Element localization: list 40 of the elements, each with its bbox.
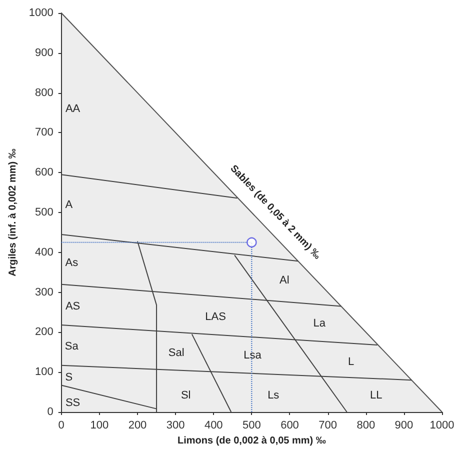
annotation: Sal <box>168 346 184 359</box>
x-tick-label: 800 <box>356 420 376 432</box>
x-tick-label: 600 <box>280 420 299 432</box>
y-tick-label: 200 <box>35 326 54 338</box>
x-axis-title: Limons (de 0,002 à 0,05 mm) ‰ <box>177 435 326 446</box>
y-axis-title: Argiles (inf. à 0,002 mm) ‰ <box>8 148 18 276</box>
x-tick-label: 700 <box>318 420 337 432</box>
annotation: Lsa <box>244 350 262 362</box>
y-tick-label: 900 <box>35 46 54 59</box>
annotation: LAS <box>205 311 226 324</box>
y-tick-label: 800 <box>35 86 54 99</box>
x-tick-label: 500 <box>242 420 261 432</box>
x-tick-label: 200 <box>128 420 147 432</box>
x-tick-label: 400 <box>204 420 223 432</box>
y-tick-label: 400 <box>35 246 54 258</box>
annotation: AS <box>65 300 80 313</box>
x-tick-label: 1000 <box>430 420 454 432</box>
y-tick-label: 100 <box>35 366 54 378</box>
y-tick-label: 300 <box>35 286 54 298</box>
y-tick-label: 1000 <box>28 7 54 19</box>
annotation: SS <box>65 397 80 410</box>
annotation: La <box>313 317 326 330</box>
x-tick-label: 100 <box>90 420 109 432</box>
y-tick-label: 600 <box>35 166 54 179</box>
x-tick-label: 300 <box>166 420 185 432</box>
annotation: Sa <box>64 340 80 353</box>
y-tick-label: 0 <box>47 406 54 418</box>
annotation: Al <box>280 274 290 287</box>
annotation: L <box>348 356 354 368</box>
y-tick-label: 500 <box>35 206 54 218</box>
annotation: A <box>65 198 74 211</box>
annotation: S <box>65 371 73 384</box>
x-tick-label: 900 <box>394 420 414 432</box>
y-tick-label: 700 <box>35 126 54 139</box>
x-tick-label: 0 <box>58 420 64 432</box>
annotation: AA <box>65 102 81 115</box>
annotation: Sl <box>180 390 191 402</box>
annotation: Ls <box>268 390 280 402</box>
annotation: As <box>65 256 79 269</box>
annotation: LL <box>370 390 382 402</box>
